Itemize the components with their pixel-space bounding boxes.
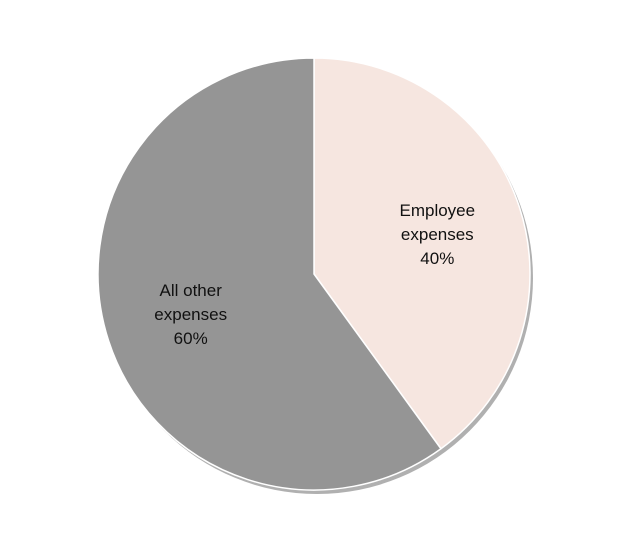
pie-slice-1 [97, 57, 442, 491]
pie-slice-label-1: All other expenses 60% [154, 281, 227, 348]
pie-slice-label-line: 60% [174, 329, 208, 348]
pie-labels: Employee expenses 40% All other expenses 60% [154, 201, 475, 348]
pie-slice-0 [313, 57, 531, 450]
pie-slice-label-line: expenses [401, 225, 474, 244]
pie-slice-label-line: expenses [154, 305, 227, 324]
pie-slice-label-line: All other [160, 281, 223, 300]
pie-slices [97, 57, 531, 491]
pie-slice-label-line: Employee [399, 201, 475, 220]
pie-slice-label-line: 40% [420, 249, 454, 268]
pie-slice-label-0: Employee expenses 40% [399, 201, 475, 268]
